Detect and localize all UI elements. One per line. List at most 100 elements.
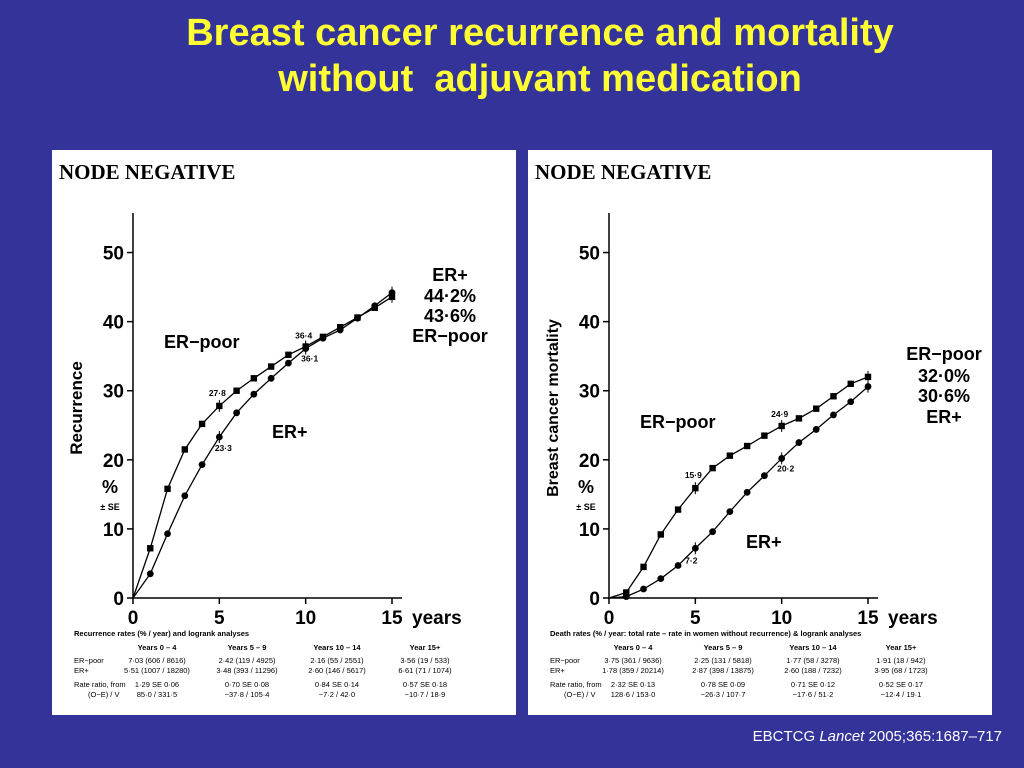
data-point-er-plus	[319, 334, 327, 342]
table-cell: 0·84 SE 0·14	[315, 680, 359, 689]
panel-title: NODE NEGATIVE	[59, 160, 236, 184]
data-point-er-plus	[640, 585, 647, 593]
y-axis-label: Breast cancer mortality	[545, 319, 562, 497]
end-label: 32·0%	[918, 366, 970, 386]
data-point-er-plus	[354, 314, 361, 322]
data-point-er-plus	[795, 439, 803, 446]
table-row-label: ER+	[74, 666, 89, 675]
table-cell: 3·48 (393 / 11296)	[216, 666, 278, 675]
data-point-er-plus	[233, 409, 241, 417]
end-label: ER−poor	[906, 344, 982, 364]
data-point-er-poor	[147, 545, 154, 552]
table-cell: 0·57 SE 0·18	[403, 680, 447, 689]
point-value-label: 20·2	[777, 463, 794, 473]
table-column-header: Years 5 – 9	[704, 643, 743, 652]
y-unit-label: %	[578, 477, 594, 497]
point-value-label: 24·9	[771, 409, 788, 419]
point-value-label: 7·2	[685, 555, 698, 565]
series-line-er-plus	[132, 292, 393, 599]
citation: EBCTCG Lancet 2005;365:1687–717	[753, 728, 1002, 745]
table-cell: 85·0 / 331·5	[137, 690, 177, 699]
x-unit-label: years	[412, 608, 462, 629]
data-point-er-plus	[830, 411, 837, 419]
table-row-label: ER−poor	[550, 656, 580, 665]
table-row-label: ER+	[550, 666, 565, 675]
end-label: ER+	[432, 265, 468, 285]
y-tick-label: 0	[113, 589, 124, 610]
data-point-er-plus	[709, 528, 716, 536]
x-tick-label: 15	[381, 608, 403, 629]
data-point-er-poor	[267, 363, 275, 370]
table-cell: 2·16 (55 / 2551)	[310, 656, 364, 665]
series-line-er-poor	[608, 376, 869, 599]
data-point-er-poor	[285, 351, 292, 358]
y-tick-label: 0	[589, 589, 600, 610]
y-unit-label: %	[102, 477, 118, 497]
table-cell: 2·25 (131 / 5818)	[694, 656, 752, 665]
citation-prefix: EBCTCG	[752, 728, 820, 745]
table-column-header: Years 10 – 14	[789, 643, 837, 652]
y-tick-label: 10	[103, 520, 124, 541]
data-point-er-plus	[622, 593, 630, 601]
x-tick-label: 10	[295, 608, 316, 629]
table-cell: 2·60 (146 / 5617)	[308, 666, 366, 675]
point-value-label: 36·4	[295, 331, 312, 341]
table-cell: 1·91 (18 / 942)	[876, 656, 926, 665]
table-cell: 2·42 (119 / 4925)	[219, 656, 276, 665]
x-tick-label: 5	[214, 608, 225, 629]
y-tick-label: 30	[579, 382, 600, 403]
table-cell: 1·29 SE 0·06	[135, 680, 179, 689]
x-tick-label: 0	[128, 608, 139, 629]
data-point-er-poor	[233, 387, 240, 394]
slide-title-line-1: Breast cancer recurrence and mortality	[186, 12, 894, 54]
table-row-label: (O−E) / V	[564, 690, 595, 699]
point-value-label: 27·8	[209, 388, 226, 398]
data-point-er-plus	[726, 508, 734, 516]
data-point-er-poor	[164, 485, 171, 493]
mortality-chart: 0 10 20 30 40 50 0 5 10 15 years Breast cancer mort…	[545, 213, 982, 699]
y-tick-label: 40	[103, 313, 124, 334]
data-point-er-poor	[198, 420, 206, 428]
data-point-er-poor	[674, 506, 682, 513]
table-cell: 0·70 SE 0·08	[225, 680, 269, 689]
table-cell: 0·52 SE 0·17	[879, 680, 923, 689]
table-column-header: Year 15+	[886, 643, 917, 652]
point-value-label: 15·9	[685, 470, 702, 480]
data-point-er-plus	[657, 575, 665, 583]
table-column-header: Year 15+	[410, 643, 441, 652]
table-column-header: Years 10 – 14	[313, 643, 361, 652]
end-label: 30·6%	[918, 386, 970, 406]
data-point-er-poor	[726, 452, 734, 459]
point-value-label: 23·3	[215, 443, 232, 453]
data-point-er-plus	[146, 570, 154, 578]
table-cell: 3·95 (68 / 1723)	[874, 666, 928, 675]
table-cell: 3·56 (19 / 533)	[400, 656, 450, 665]
table-cell: −26·3 / 107·7	[701, 690, 746, 699]
table-cell: −10·7 / 18·9	[405, 690, 446, 699]
table-row-label: Rate ratio, from	[550, 680, 602, 689]
data-point-er-plus	[743, 488, 751, 496]
panel-title: NODE NEGATIVE	[535, 160, 712, 184]
y-tick-label: 40	[579, 313, 600, 334]
table-cell: 2·32 SE 0·13	[611, 680, 655, 689]
series-line-er-plus	[608, 386, 869, 599]
data-point-er-poor	[250, 375, 258, 382]
table-row-label: ER−poor	[74, 656, 104, 665]
end-label: ER+	[926, 407, 962, 427]
y-tick-label: 50	[103, 244, 124, 265]
x-tick-label: 10	[771, 608, 792, 629]
table-column-header: Years 0 – 4	[138, 643, 178, 652]
data-point-er-plus	[847, 398, 855, 406]
recurrence-chart-panel: NODE NEGATIVE 0 10 20 30 40 50 0 5 10 15 years Recu…	[52, 150, 516, 715]
table-column-header: Years 5 – 9	[228, 643, 267, 652]
point-value-label: 36·1	[301, 354, 318, 364]
table-cell: 3·75 (361 / 9636)	[604, 656, 662, 665]
y-tick-label: 10	[579, 520, 600, 541]
data-point-er-plus	[336, 326, 344, 334]
data-point-er-poor	[743, 442, 751, 450]
table-cell: −17·6 / 51·2	[793, 690, 834, 699]
end-label: 44·2%	[424, 286, 476, 306]
data-point-er-plus	[285, 359, 292, 367]
data-point-er-plus	[198, 461, 206, 469]
end-label: ER−poor	[412, 326, 488, 346]
